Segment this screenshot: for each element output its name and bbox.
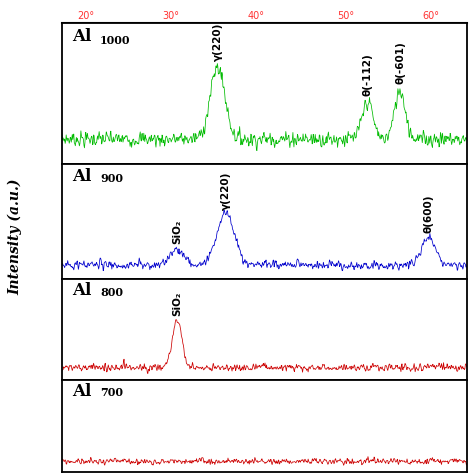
Text: 1000: 1000	[100, 35, 131, 46]
Text: 800: 800	[100, 287, 123, 298]
Text: γ(220): γ(220)	[213, 23, 223, 61]
Text: SiO₂: SiO₂	[172, 292, 182, 316]
Text: Al: Al	[72, 282, 91, 299]
Text: 40°: 40°	[247, 11, 264, 21]
Text: 700: 700	[100, 387, 123, 399]
Text: θ(600): θ(600)	[423, 194, 433, 233]
Text: SiO₂: SiO₂	[172, 220, 182, 245]
Text: γ(220): γ(220)	[221, 172, 231, 210]
Text: 60°: 60°	[422, 11, 439, 21]
Text: Al: Al	[72, 168, 91, 185]
Text: Intensity (a.u.): Intensity (a.u.)	[8, 179, 22, 295]
Text: θ(-112): θ(-112)	[363, 53, 373, 96]
Text: Al: Al	[72, 383, 91, 400]
Text: Al: Al	[72, 27, 91, 45]
Text: 900: 900	[100, 173, 123, 184]
Text: 50°: 50°	[337, 11, 354, 21]
Text: 20°: 20°	[77, 11, 94, 21]
Text: θ(-601): θ(-601)	[395, 42, 405, 84]
Text: 30°: 30°	[163, 11, 180, 21]
